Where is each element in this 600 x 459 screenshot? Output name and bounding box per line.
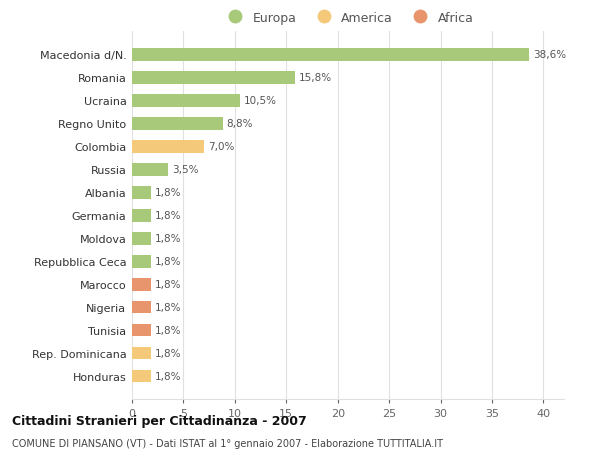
Bar (132, 72, 295, 84)
Text: 1,8%: 1,8% (155, 257, 181, 267)
Text: 1,8%: 1,8% (155, 371, 181, 381)
Bar (132, 95, 240, 107)
Bar (132, 118, 223, 130)
Bar (132, 301, 151, 314)
Bar (132, 324, 151, 337)
Text: COMUNE DI PIANSANO (VT) - Dati ISTAT al 1° gennaio 2007 - Elaborazione TUTTITALI: COMUNE DI PIANSANO (VT) - Dati ISTAT al … (12, 438, 443, 448)
Bar (132, 347, 151, 360)
Bar (132, 186, 151, 199)
Text: 10,5%: 10,5% (244, 96, 277, 106)
Bar (132, 49, 529, 62)
Text: 3,5%: 3,5% (172, 165, 199, 175)
Text: 1,8%: 1,8% (155, 325, 181, 336)
Text: 8,8%: 8,8% (227, 119, 253, 129)
Bar (132, 370, 151, 383)
Bar (132, 140, 204, 153)
Text: 1,8%: 1,8% (155, 211, 181, 221)
Text: 38,6%: 38,6% (533, 50, 566, 60)
Bar (132, 232, 151, 245)
Text: 15,8%: 15,8% (299, 73, 332, 83)
Bar (132, 278, 151, 291)
Legend: Europa, America, Africa: Europa, America, Africa (220, 9, 476, 27)
Text: 1,8%: 1,8% (155, 188, 181, 198)
Bar (132, 163, 168, 176)
Bar (132, 209, 151, 222)
Text: Cittadini Stranieri per Cittadinanza - 2007: Cittadini Stranieri per Cittadinanza - 2… (12, 414, 307, 428)
Text: 1,8%: 1,8% (155, 234, 181, 244)
Text: 7,0%: 7,0% (208, 142, 235, 152)
Text: 1,8%: 1,8% (155, 280, 181, 290)
Text: 1,8%: 1,8% (155, 348, 181, 358)
Bar (132, 255, 151, 268)
Text: 1,8%: 1,8% (155, 302, 181, 313)
